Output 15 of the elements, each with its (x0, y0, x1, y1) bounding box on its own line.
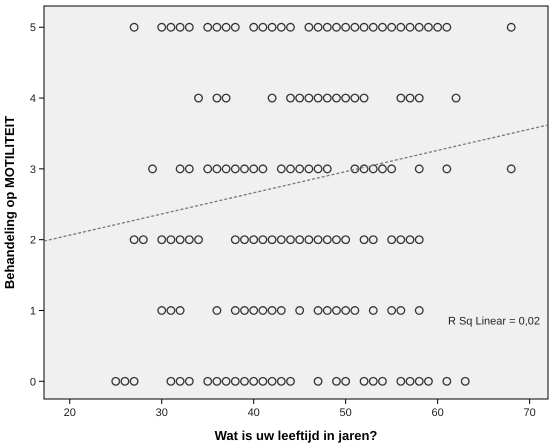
y-tick-label: 0 (30, 376, 36, 388)
y-tick-label: 3 (30, 164, 36, 176)
x-tick-label: 60 (432, 407, 444, 419)
y-tick-label: 5 (30, 22, 36, 34)
annotation: R Sq Linear = 0,02 (448, 316, 540, 328)
y-axis-title: Behandeling op MOTILITEIT (2, 116, 17, 290)
y-tick-label: 1 (30, 305, 36, 318)
y-tick-label: 2 (30, 234, 36, 247)
x-tick-label: 50 (340, 407, 352, 419)
y-tick-label: 4 (30, 93, 36, 106)
x-tick-label: 40 (248, 407, 260, 419)
x-tick-label: 30 (156, 407, 168, 419)
x-tick-label: 20 (64, 407, 76, 419)
x-tick-label: 70 (523, 407, 536, 419)
x-axis-title: Wat is uw leeftijd in jaren? (214, 428, 378, 443)
